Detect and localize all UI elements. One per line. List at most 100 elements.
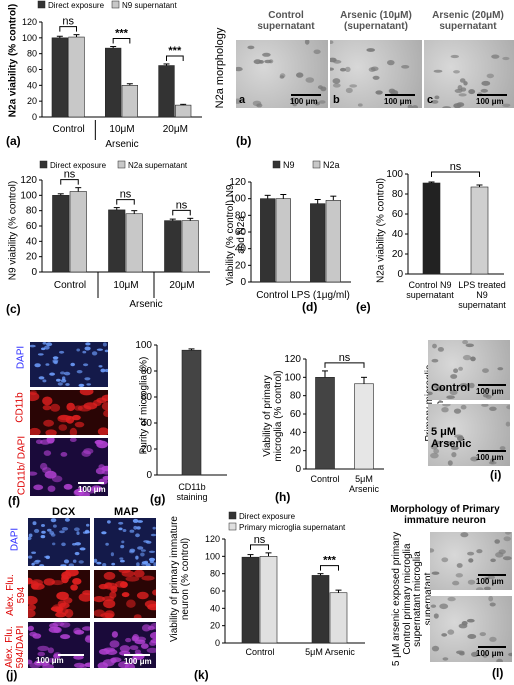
y-axis-label-b: N2a morphology [214,27,226,109]
legend-label: N9 [283,160,295,170]
y-tick-label: 40 [26,236,38,247]
micrograph-sub-b: b [333,94,340,106]
micrograph-j-dcx-merge: 100 μm [28,622,90,668]
sig-bracket [166,55,184,61]
chart-a: 0 20 40 60 80 100 120 Direct exposure N9 superna… [22,0,202,150]
y-tick-label: 0 [31,267,37,278]
y-tick-label: 20 [210,621,220,631]
sig-label: ns [254,534,266,546]
panel-letter-k: (k) [194,668,209,682]
y-tick-label: 80 [235,210,247,221]
bar [325,200,341,283]
scale-bar [478,450,506,452]
panel-letter-l: (l) [492,666,504,680]
bar [422,182,441,275]
legend-label: N9 supernatant [122,1,177,10]
chart-k: 0 20 40 60 80 100 120 Direct exposure Primary mi… [205,511,365,657]
bar [52,195,70,273]
x-tick-label: Control N9 [408,280,451,290]
y-tick-label: 0 [146,470,152,481]
x-tick-label: Arsenic [349,484,380,494]
scale-label: 100 μm [384,97,412,106]
sig-label: ns [64,169,76,181]
bar [181,349,202,476]
bar [470,186,489,275]
micrograph-b-20um: c 100 μm [424,40,514,108]
y-tick-label: 120 [20,175,37,186]
panel-title-l: Morphology of Primary immature neuron [390,504,500,526]
panel-letter-d: (d) [302,300,318,314]
legend-swatch [39,160,48,169]
micrograph-f-dapi [30,342,108,387]
y-tick-label: 100 [22,33,37,43]
x-tick-label: 10μM [113,280,138,291]
cell-texture [330,40,418,108]
bar [125,213,143,273]
x-tick-label: Control [245,647,274,657]
y-tick-label: 0 [240,277,246,288]
x-tick-label: 10μM [109,124,134,135]
sig-label: ns [62,16,74,28]
micrograph-j-dcx-dapi [28,518,90,566]
micrograph-b-control: a 100 μm [236,40,328,108]
y-tick-label: 80 [392,189,404,200]
y-tick-label: 20 [141,444,153,455]
sig-bracket [320,565,339,571]
y-tick-label: 0 [397,269,403,280]
legend-label: Direct exposure [50,161,107,170]
legend-label: N2a supernatant [128,161,188,170]
y-tick-label: 40 [392,229,404,240]
micrograph-label-control: Control [431,382,471,394]
cell-texture [30,390,108,435]
micrograph-i-control: Control 100 μm [428,340,510,400]
sig-label: ns [176,199,188,211]
y-tick-label: 120 [284,354,301,365]
y-tick-label: 120 [205,534,220,544]
y-tick-label: 20 [290,446,302,457]
y-tick-label: 60 [392,209,404,220]
cell-texture [28,518,90,566]
y-tick-label: 40 [235,244,247,255]
bar [69,191,87,273]
legend-swatch [228,522,237,531]
scale-label: 100 μm [124,657,152,666]
cell-texture [30,342,108,387]
panel-letter-b: (b) [236,134,252,148]
panel-letter-h: (h) [275,490,291,504]
x-group-label: Arsenic [129,299,162,310]
y-tick-label: 100 [20,190,37,201]
col-label-map: MAP [114,506,139,518]
cell-texture [430,404,510,466]
y-axis-label-k: Viability of primary immature neuron (% … [169,516,191,642]
scale-label: 100 μm [78,485,106,494]
scale-bar [291,94,321,96]
legend-label: Direct exposure [239,512,296,521]
fluor-label-dapi: DAPI [15,345,27,370]
scale-label: 100 μm [476,97,504,106]
col-label-dcx: DCX [52,506,76,518]
legend-label: N2a [323,160,340,170]
cell-texture [430,532,512,590]
y-tick-label: 60 [235,227,247,238]
y-tick-label: 100 [205,551,220,561]
cell-texture [28,570,90,618]
panel-letter-i: (i) [490,468,502,482]
x-tick-label: Control [54,280,86,291]
x-group-label: Arsenic [105,139,138,150]
cell-texture [94,570,156,618]
y-tick-label: 40 [141,418,153,429]
micrograph-i-arsenic: 5 μM Arsenic 100 μm [428,404,510,466]
bar [108,209,126,273]
sig-bracket [60,179,79,185]
x-tick-label: 5μM [355,474,373,484]
scale-label: 100 μm [476,387,504,396]
y-tick-label: 100 [229,194,246,205]
micrograph-sub-a: a [239,94,246,106]
bar [354,383,374,470]
bar [329,592,348,644]
legend-swatch [111,0,120,9]
scale-label: 100 μm [290,97,318,106]
x-axis-label: Control LPS (1μg/ml) [256,290,350,301]
y-tick-label: 20 [26,252,38,263]
